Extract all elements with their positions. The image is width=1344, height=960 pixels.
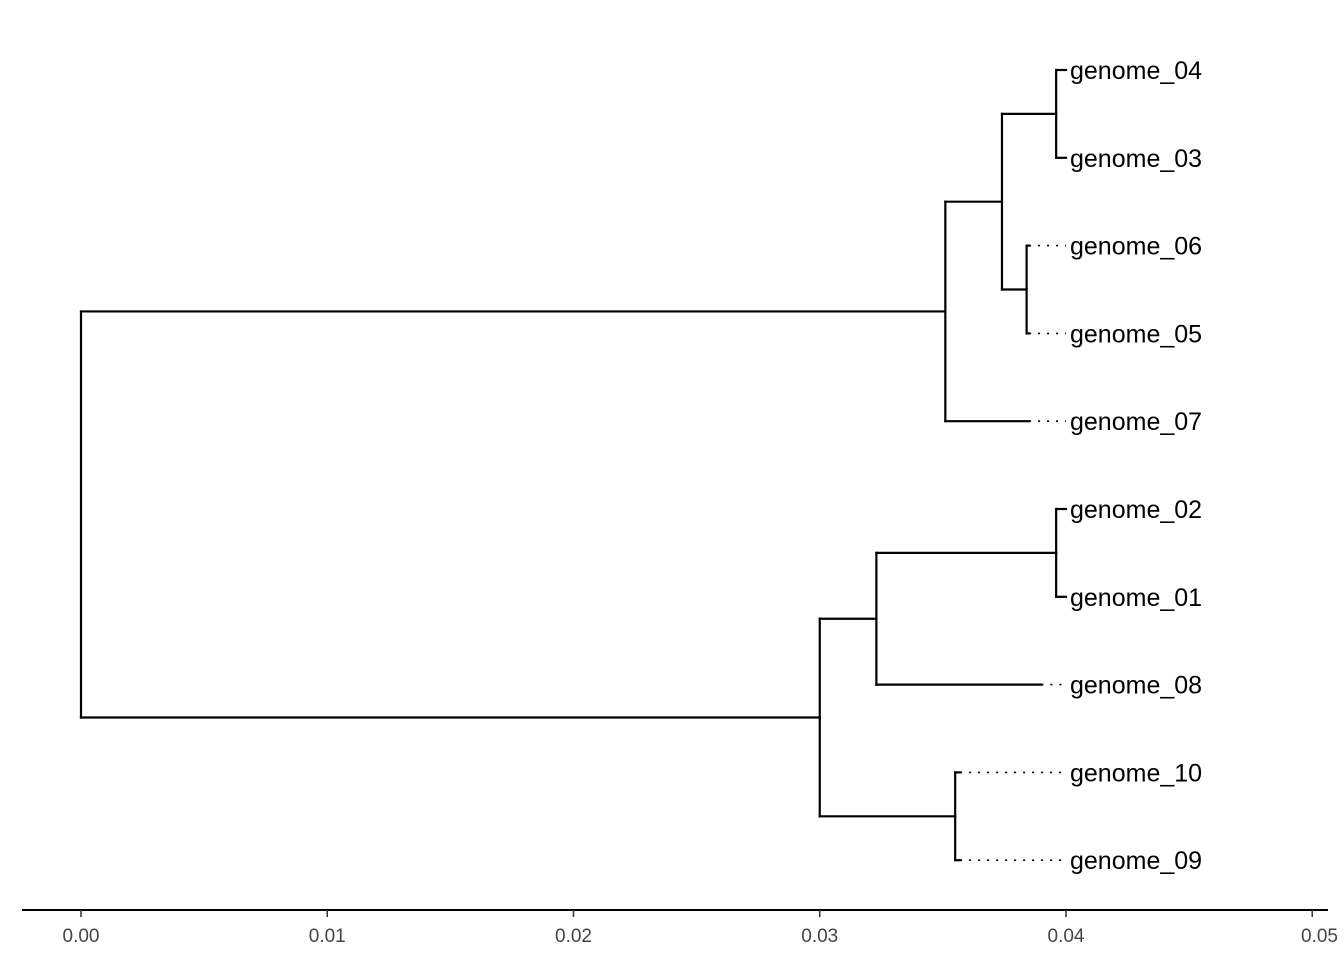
- tip-labels: genome_04 genome_03 genome_06 genome_05geno…: [1070, 57, 1202, 875]
- tip-label-g10: genome_10: [1070, 759, 1202, 787]
- tip-label-g06: genome_06: [1070, 233, 1202, 261]
- tip-label-g01: genome_01: [1070, 584, 1202, 612]
- x-tick-label-5: 0.05: [1301, 926, 1338, 947]
- tip-label-g05: genome_05: [1070, 320, 1202, 348]
- x-tick-label-4: 0.04: [1048, 926, 1085, 947]
- branches: [79, 68, 1068, 862]
- x-tick-label-2: 0.02: [555, 926, 592, 947]
- tip-label-g03: genome_03: [1070, 145, 1202, 173]
- x-tick-label-1: 0.01: [309, 926, 346, 947]
- tip-label-g02: genome_02: [1070, 496, 1202, 524]
- tip-label-g07: genome_07: [1070, 408, 1202, 436]
- tip-label-g09: genome_09: [1070, 847, 1202, 875]
- tip-label-g04: genome_04: [1070, 57, 1202, 85]
- x-tick-label-0: 0.00: [63, 926, 100, 947]
- x-axis: 0.00 0.01 0.02 0.03 0.04 0.05: [22, 909, 1338, 947]
- x-tick-label-3: 0.03: [801, 926, 838, 947]
- tip-extensions: [960, 244, 1066, 862]
- tip-label-g08: genome_08: [1070, 672, 1202, 700]
